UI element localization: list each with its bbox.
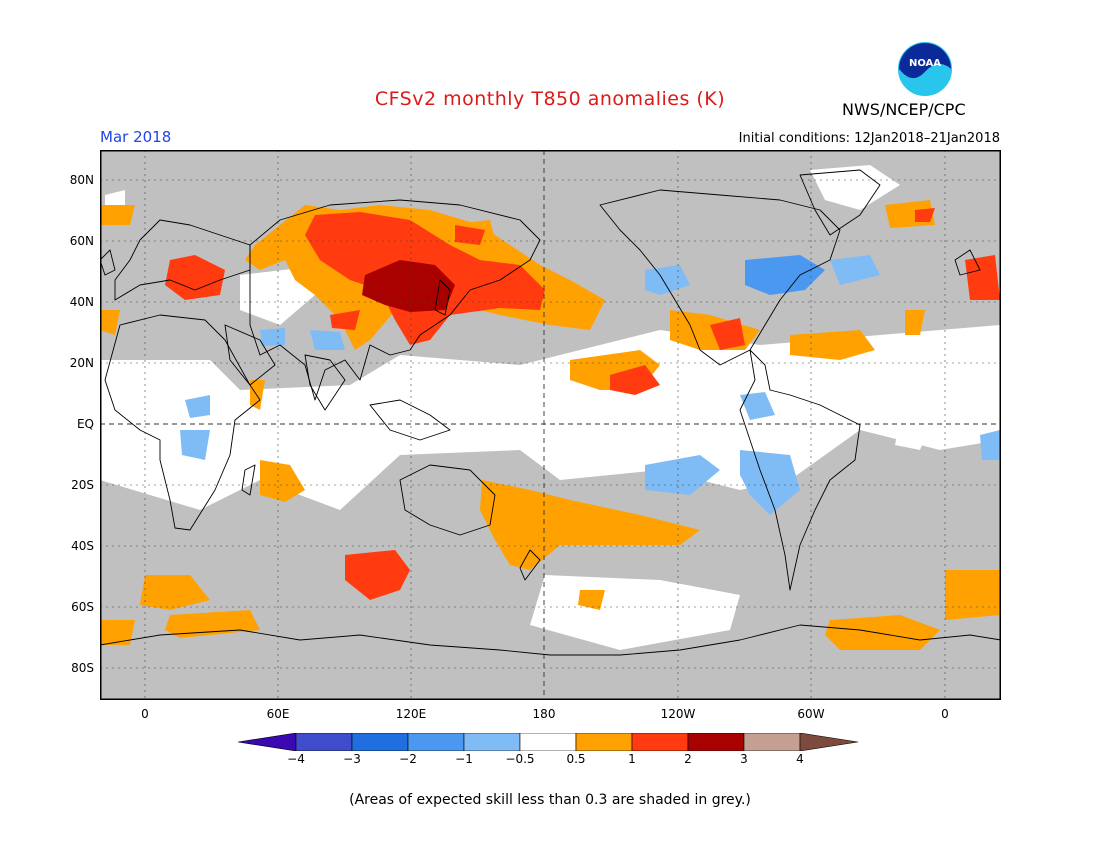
lat-label-20s: 20S [71,478,94,492]
lon-label-120w: 120W [660,707,696,721]
colorbar-tick-label: −4 [287,752,305,766]
lat-label-20n: 20N [69,356,94,370]
initial-conditions: Initial conditions: 12Jan2018–21Jan2018 [738,131,1000,146]
map-frame [100,150,1001,700]
lat-label-60n: 60N [69,234,94,248]
lat-label-eq: EQ [76,417,94,431]
colorbar-swatch-above-max [799,733,859,751]
colorbar-swatch [631,733,689,751]
colorbar-tick-label: 0.5 [566,752,586,766]
lat-label-80s: 80S [71,661,94,675]
colorbar-tick-label: −3 [343,752,361,766]
colorbar-tick-label: 1 [628,752,636,766]
lon-label-60w: 60W [797,707,825,721]
colorbar-swatch [519,733,577,751]
colorbar-swatch [295,733,353,751]
colorbar-swatch [743,733,801,751]
colorbar-tick-label: 3 [740,752,748,766]
lon-label-60e: 60E [266,707,290,721]
colorbar-tick-label: 2 [684,752,692,766]
forecast-period: Mar 2018 [100,128,172,146]
lon-label-120e: 120E [395,707,427,721]
graticule [100,150,1001,700]
lat-label-80n: 80N [69,173,94,187]
skill-note: (Areas of expected skill less than 0.3 a… [349,792,751,808]
colorbar-tick-label: −0.5 [505,752,535,766]
colorbar-swatch [575,733,633,751]
lat-label-60s: 60S [71,600,94,614]
lon-label-0-west: 0 [141,707,149,721]
colorbar-swatch [351,733,409,751]
colorbar-swatch [687,733,745,751]
lat-label-40n: 40N [69,295,94,309]
colorbar-swatch-below-min [238,733,297,751]
colorbar-swatch [407,733,465,751]
colorbar-swatch [463,733,521,751]
anomaly-fill-negative-2 [745,255,825,295]
anomaly-map [100,150,1001,700]
agency-label: NWS/NCEP/CPC [842,100,966,119]
svg-text:NOAA: NOAA [909,58,941,69]
lon-label-0-east: 0 [941,707,949,721]
colorbar-tick-label: −1 [455,752,473,766]
coastlines [100,169,1001,656]
anomaly-fill-positive-3 [362,260,455,312]
noaa-logo: NOAA [898,42,952,96]
equator-dateline [100,150,1001,700]
colorbar [238,733,859,751]
colorbar-tick-label: −2 [399,752,417,766]
map-title: CFSv2 monthly T850 anomalies (K) [374,88,726,110]
lon-label-180: 180 [532,707,556,721]
lat-label-40s: 40S [71,539,94,553]
colorbar-tick-label: 4 [796,752,804,766]
